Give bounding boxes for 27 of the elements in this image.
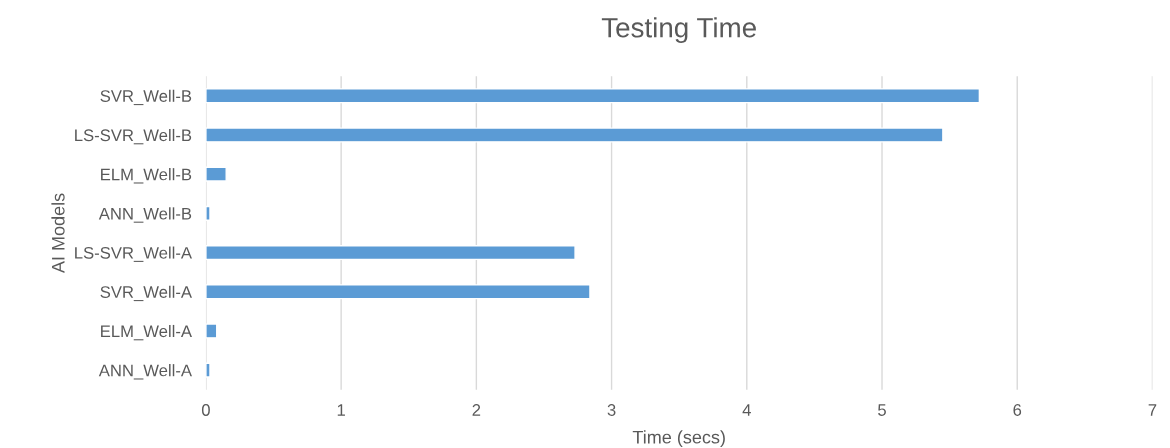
x-tick-label: 0 xyxy=(201,404,210,416)
x-tick-label: 5 xyxy=(878,404,886,416)
y-tick-label: ELM_Well-A xyxy=(101,324,192,341)
bar xyxy=(205,245,576,261)
x-tick-label: 3 xyxy=(607,404,616,416)
y-tick-label: ELM_Well-B xyxy=(101,168,192,184)
bar xyxy=(205,323,218,339)
x-axis-title: Time (secs) xyxy=(632,430,725,448)
bar xyxy=(205,166,227,182)
y-tick-label: LS-SVR_Well-A xyxy=(75,246,192,262)
y-tick-label: ANN_Well-B xyxy=(98,207,192,223)
y-tick-label: SVR_Well-B xyxy=(100,89,192,106)
bar xyxy=(205,284,591,300)
x-tick-label: 4 xyxy=(742,404,751,416)
bar xyxy=(205,205,211,221)
bar xyxy=(205,127,944,143)
chart-title: Testing Time xyxy=(601,17,756,44)
x-tick-label: 1 xyxy=(337,404,345,416)
y-tick-label: LS-SVR_Well-B xyxy=(75,128,192,145)
x-tick-label: 6 xyxy=(1013,404,1022,416)
y-axis-title: AI Models xyxy=(51,193,65,274)
y-tick-label: SVR_Well-A xyxy=(100,285,192,302)
bar xyxy=(205,362,211,378)
y-tick-label: ANN_Well-A xyxy=(98,364,192,380)
bar xyxy=(205,88,981,104)
x-tick-label: 7 xyxy=(1148,404,1157,416)
x-tick-label: 2 xyxy=(472,404,481,416)
